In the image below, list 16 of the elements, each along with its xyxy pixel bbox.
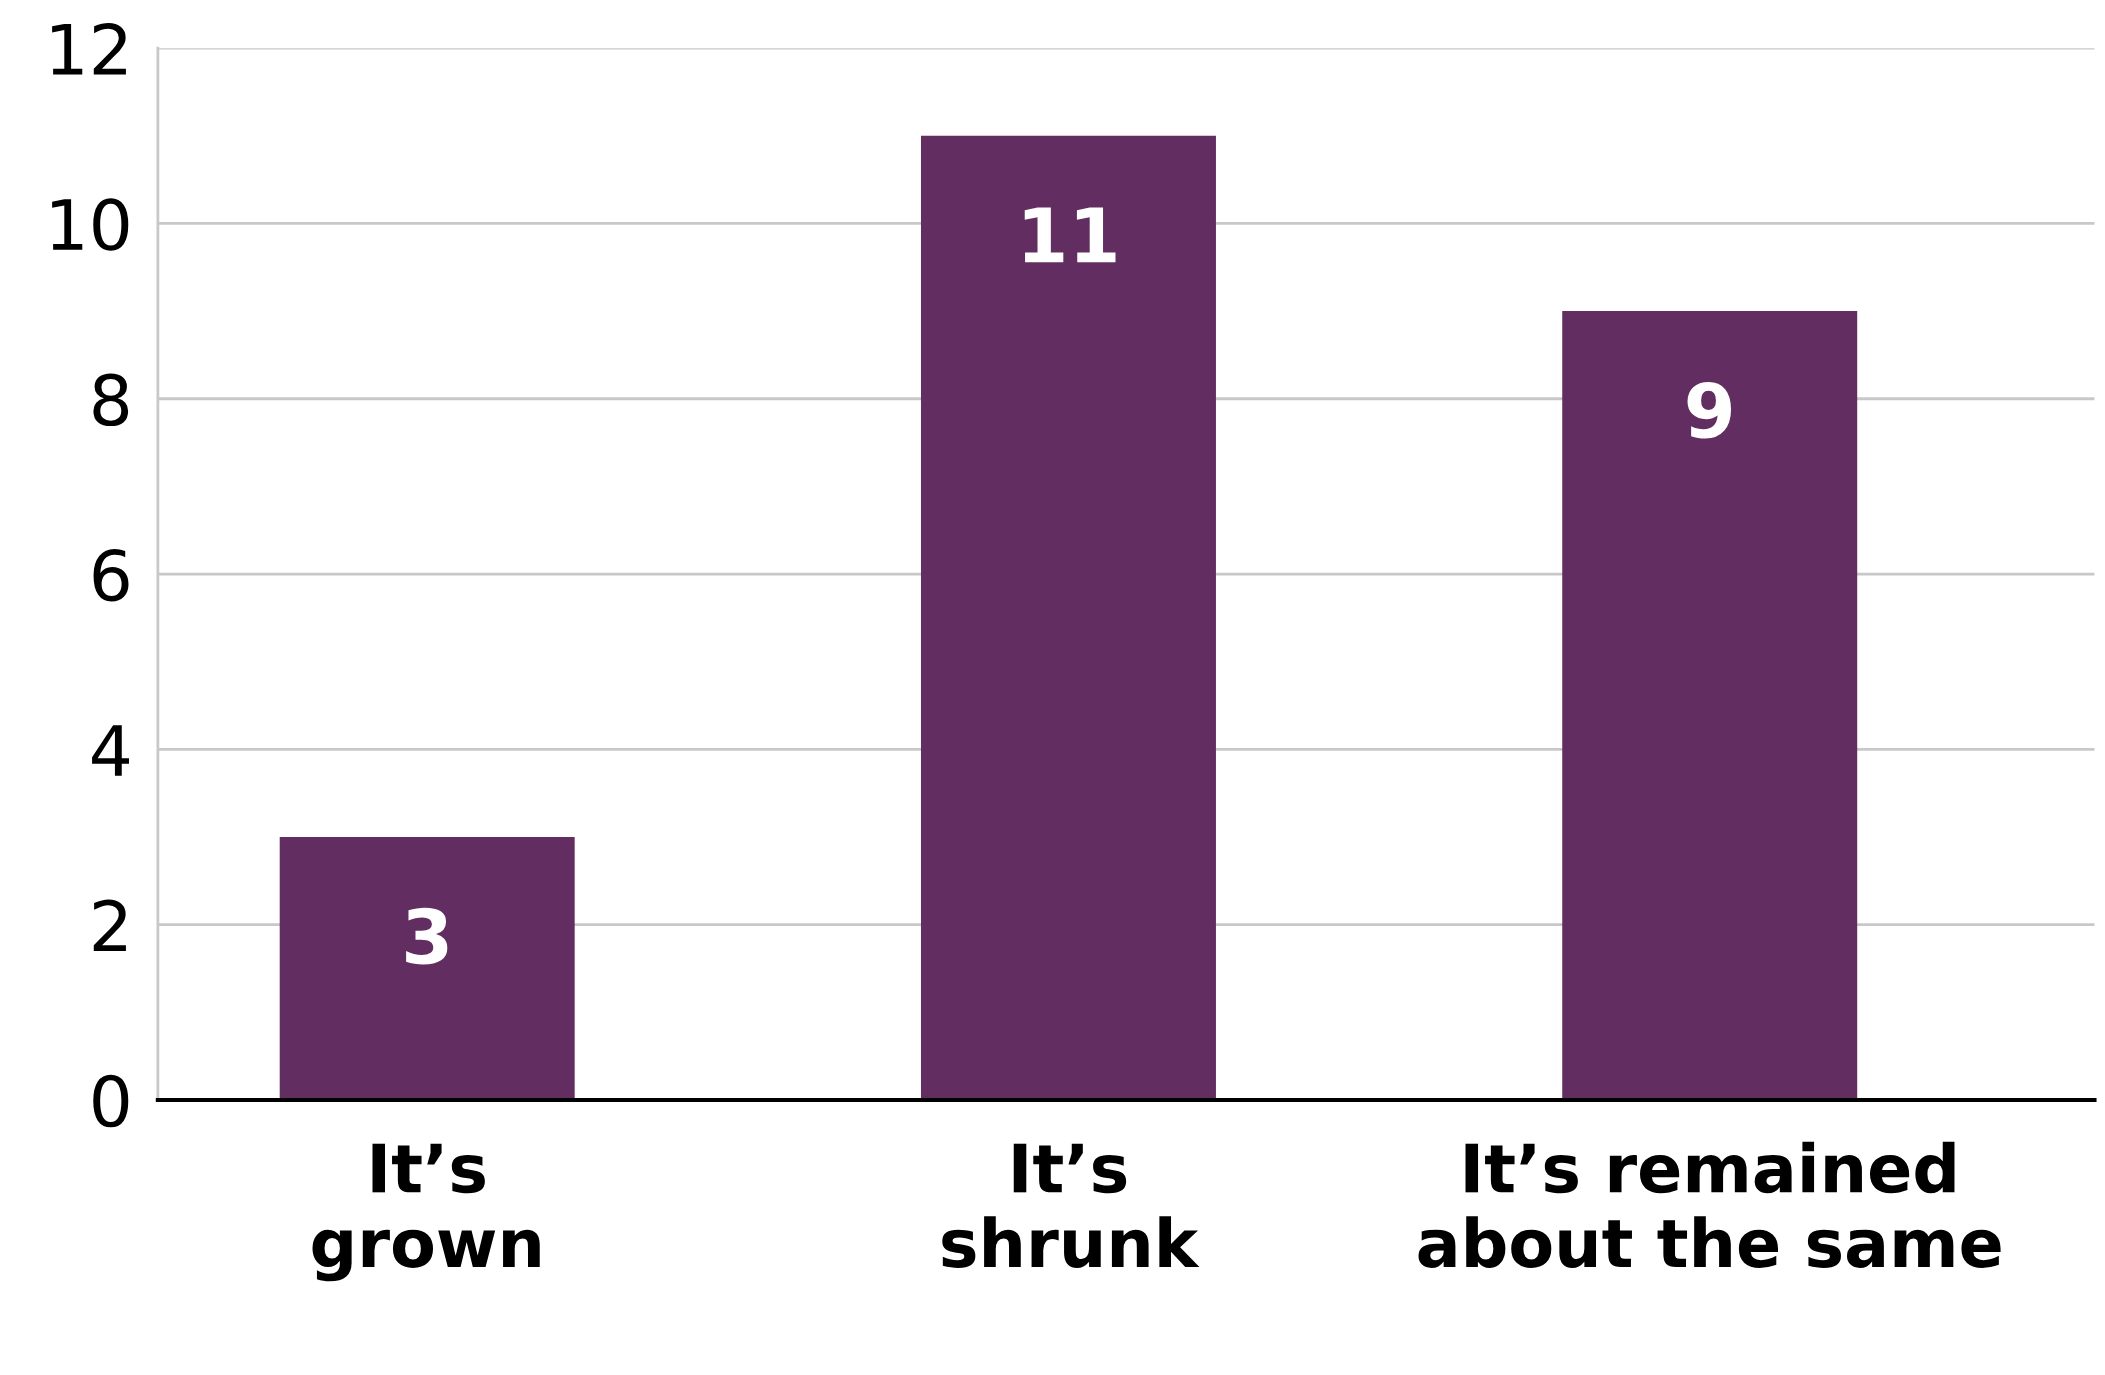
- x-tick-label: It’s grown: [312, 1143, 540, 1282]
- bar: [1562, 311, 1858, 1100]
- data-label: 9: [1687, 381, 1732, 439]
- x-tick-label: It’s remained about the same: [1418, 1141, 2001, 1268]
- y-tick-label: 4: [92, 725, 129, 776]
- y-tick-label: 8: [93, 373, 129, 427]
- y-tick-label: 10: [52, 198, 129, 251]
- y-tick-label: 2: [93, 899, 126, 952]
- bar: [279, 837, 575, 1100]
- y-tick-label: 0: [93, 1074, 129, 1128]
- y-tick-label: 12: [52, 22, 126, 75]
- bar: [920, 135, 1216, 1100]
- data-label: 11: [1024, 207, 1116, 263]
- y-tick-label: 6: [93, 548, 129, 602]
- data-label: 3: [406, 907, 448, 965]
- x-tick-label: It’s shrunk: [942, 1143, 1200, 1268]
